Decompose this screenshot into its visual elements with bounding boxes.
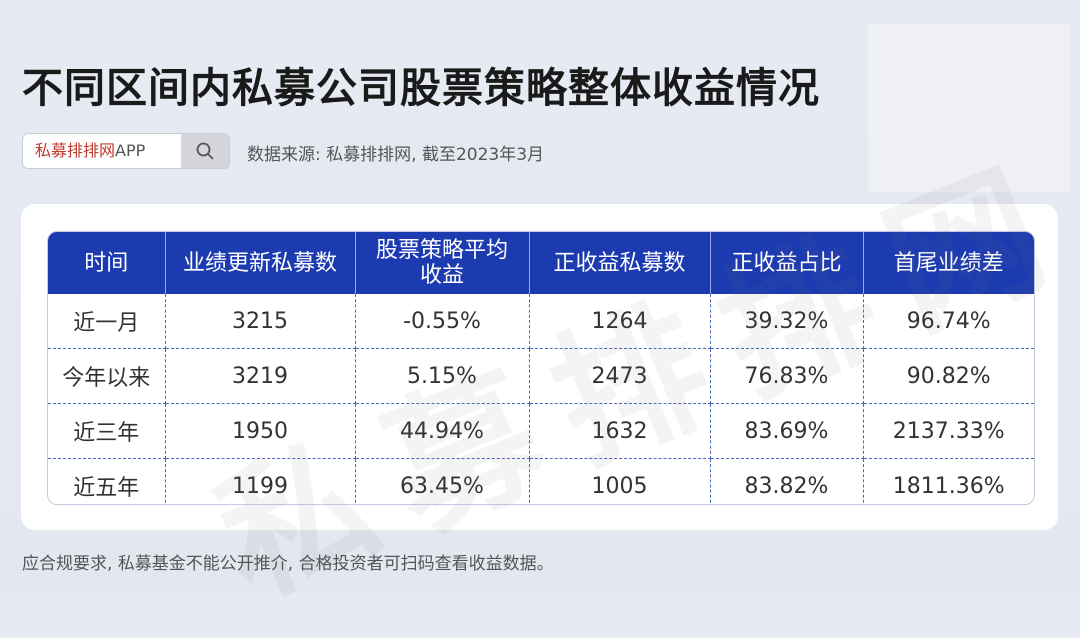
- cell-avg-return: 63.45%: [355, 458, 530, 504]
- header-spread: 首尾业绩差: [863, 232, 1034, 294]
- cell-positive-ratio: 39.32%: [710, 294, 864, 349]
- cell-positive-ratio: 76.83%: [710, 348, 864, 404]
- table-header-row: 时间 业绩更新私募数 股票策略平均 收益 正收益私募数 正收益占比 首尾业绩差: [48, 232, 1034, 294]
- search-label: 私募排排网APP: [23, 134, 181, 168]
- table-row: 今年以来 3219 5.15% 2473 76.83% 90.82%: [48, 348, 1034, 404]
- cell-positive-count: 1005: [529, 458, 711, 504]
- cell-positive-count: 2473: [529, 348, 711, 404]
- cell-avg-return: 5.15%: [355, 348, 530, 404]
- app-search-box[interactable]: 私募排排网APP: [22, 133, 230, 169]
- table-card: 时间 业绩更新私募数 股票策略平均 收益 正收益私募数 正收益占比 首尾业绩差 …: [21, 204, 1058, 530]
- cell-updated-count: 1950: [165, 403, 356, 459]
- cell-spread: 1811.36%: [892, 473, 1005, 499]
- search-app-text: APP: [115, 141, 146, 160]
- table-row: 近五年 1199 63.45% 1005 83.82% 1811.36%: [48, 458, 1034, 504]
- cell-spread: 96.74%: [863, 294, 1034, 349]
- cell-positive-ratio: 83.82%: [710, 458, 864, 504]
- header-avg-return: 股票策略平均 收益: [355, 232, 530, 294]
- cell-positive-count: 1632: [529, 403, 711, 459]
- cell-spread: 90.82%: [863, 348, 1034, 404]
- table-container: 时间 业绩更新私募数 股票策略平均 收益 正收益私募数 正收益占比 首尾业绩差 …: [47, 231, 1035, 505]
- cell-period: 近三年: [48, 403, 166, 459]
- cell-updated-count: 3219: [165, 348, 356, 404]
- cell-period: 近一月: [48, 294, 166, 349]
- cell-period: 近五年: [48, 458, 166, 504]
- cell-avg-return: 44.94%: [355, 403, 530, 459]
- header-updated-count: 业绩更新私募数: [165, 232, 356, 294]
- search-brand-text: 私募排排网: [35, 141, 116, 160]
- header-positive-count: 正收益私募数: [529, 232, 711, 294]
- search-icon: [196, 142, 214, 160]
- returns-table: 时间 业绩更新私募数 股票策略平均 收益 正收益私募数 正收益占比 首尾业绩差 …: [48, 232, 1034, 504]
- table-row: 近一月 3215 -0.55% 1264 39.32% 96.74%: [48, 294, 1034, 349]
- cell-avg-return: -0.55%: [355, 294, 530, 349]
- search-button[interactable]: [181, 134, 229, 168]
- cell-updated-count: 3215: [165, 294, 356, 349]
- cell-positive-count: 1264: [529, 294, 711, 349]
- compliance-note: 应合规要求, 私募基金不能公开推介, 合格投资者可扫码查看收益数据。: [22, 554, 554, 574]
- cell-spread: 2137.33%: [863, 403, 1034, 459]
- page-title: 不同区间内私募公司股票策略整体收益情况: [22, 64, 820, 112]
- cell-period: 今年以来: [48, 348, 166, 404]
- cell-positive-ratio: 83.69%: [710, 403, 864, 459]
- data-source: 数据来源: 私募排排网, 截至2023年3月: [247, 145, 545, 165]
- cell-updated-count: 1199: [165, 458, 356, 504]
- corner-placeholder: [868, 24, 1070, 192]
- header-period: 时间: [48, 232, 166, 294]
- table-row: 近三年 1950 44.94% 1632 83.69% 2137.33%: [48, 403, 1034, 459]
- header-positive-ratio: 正收益占比: [710, 232, 864, 294]
